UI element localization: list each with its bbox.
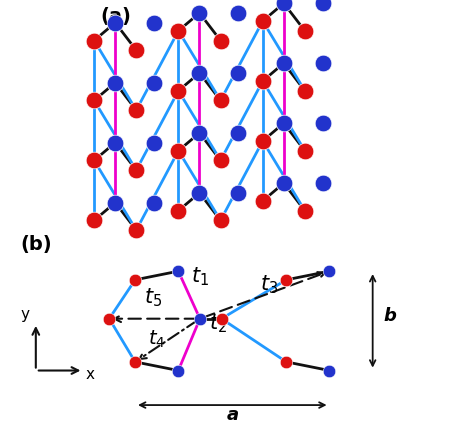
Text: $t_1$: $t_1$: [191, 265, 210, 288]
Text: b: b: [383, 307, 396, 325]
Text: $t_5$: $t_5$: [144, 286, 162, 309]
Text: (a): (a): [100, 7, 131, 26]
Text: $t_3$: $t_3$: [260, 274, 279, 296]
Text: a: a: [226, 406, 238, 424]
Text: $t_2$: $t_2$: [209, 312, 227, 335]
Text: $t_4$: $t_4$: [148, 328, 165, 350]
Text: y: y: [20, 307, 29, 322]
Text: x: x: [85, 367, 94, 382]
Text: (b): (b): [21, 235, 52, 254]
